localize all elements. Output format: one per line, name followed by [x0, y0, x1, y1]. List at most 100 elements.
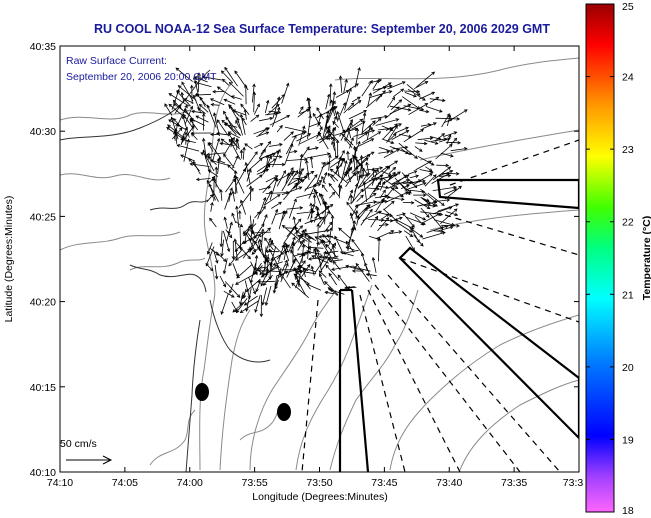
current-vector — [220, 189, 223, 201]
current-vector-head — [220, 138, 225, 142]
current-vector-head — [269, 116, 274, 121]
current-vector-head — [279, 142, 283, 147]
current-vector-head — [243, 232, 247, 237]
current-vector — [325, 94, 330, 110]
current-vector-head — [306, 97, 310, 102]
current-vector — [293, 250, 310, 257]
current-vector-head — [349, 189, 354, 194]
current-vector — [217, 86, 235, 100]
current-vector-head — [258, 248, 262, 253]
current-vector-head — [396, 148, 400, 153]
current-vector — [331, 265, 354, 270]
current-vector — [398, 142, 418, 159]
current-vector — [343, 102, 354, 114]
current-vector — [258, 149, 266, 159]
current-vector-head — [306, 146, 310, 150]
current-vector — [436, 226, 454, 232]
current-vector — [269, 178, 278, 201]
current-vector-head — [344, 137, 348, 142]
current-vector-head — [335, 165, 340, 170]
current-vector-head — [425, 109, 430, 114]
current-vector — [228, 192, 232, 202]
current-vector-head — [381, 197, 385, 202]
current-vector-head — [321, 175, 325, 180]
current-vector — [252, 265, 263, 275]
current-vector — [272, 149, 281, 168]
x-axis: 74:10 74:05 74:00 73:55 73:50 73:45 73:40 73:35… — [47, 46, 583, 489]
current-vector — [257, 197, 266, 220]
current-vector-head — [181, 135, 185, 140]
current-vector-head — [220, 70, 225, 75]
current-vector — [232, 109, 247, 116]
current-vector-head — [366, 153, 371, 158]
current-vector — [195, 93, 212, 96]
current-vector-head — [311, 209, 316, 214]
current-vector-head — [385, 223, 389, 227]
current-vector-head — [176, 88, 180, 93]
current-vector-head — [456, 117, 461, 121]
current-vector-head — [441, 133, 446, 137]
current-vector — [301, 264, 311, 277]
current-vector — [284, 242, 289, 253]
current-vector-head — [191, 124, 195, 129]
current-vector-head — [325, 243, 330, 248]
current-vector — [422, 204, 436, 207]
current-vector — [322, 115, 329, 138]
current-vector-head — [202, 149, 206, 154]
current-vector — [348, 128, 352, 139]
current-vector — [370, 115, 388, 120]
current-vector-head — [307, 245, 312, 250]
current-vector — [386, 187, 395, 196]
current-vector-head — [291, 240, 295, 245]
current-vector — [402, 212, 415, 228]
current-vector-head — [326, 129, 331, 134]
current-vector — [388, 133, 397, 142]
current-vector-head — [333, 115, 337, 120]
current-vector — [278, 210, 285, 230]
current-vector — [176, 105, 188, 126]
current-vector — [312, 113, 323, 130]
current-vector — [251, 245, 261, 255]
current-vector — [276, 125, 283, 133]
current-vector — [228, 248, 244, 266]
current-vector — [441, 224, 460, 227]
current-vector-head — [371, 129, 376, 133]
current-vector-head — [299, 206, 304, 210]
current-vector-head — [164, 103, 168, 108]
current-vector — [214, 264, 218, 279]
current-vector — [361, 131, 381, 144]
current-vector — [231, 95, 242, 100]
current-vector — [450, 138, 457, 146]
current-vector — [250, 262, 257, 283]
current-vector — [281, 186, 302, 196]
current-vector-head — [262, 205, 266, 210]
current-vector — [235, 120, 241, 129]
current-vector-head — [184, 104, 188, 109]
current-vector — [429, 136, 442, 140]
current-vector-head — [209, 142, 213, 146]
current-vector — [194, 76, 208, 83]
current-vector — [224, 99, 236, 105]
current-vector — [245, 232, 256, 253]
current-vector — [416, 201, 437, 207]
current-vector-head — [282, 169, 286, 174]
current-vector-head — [388, 84, 393, 88]
current-vector-head — [327, 287, 332, 291]
current-vector — [406, 189, 425, 193]
current-vector-head — [184, 126, 188, 131]
current-vector-head — [279, 124, 283, 129]
current-vector — [340, 76, 343, 93]
current-vector — [333, 138, 337, 159]
y-tick-label: 40:35 — [30, 41, 56, 53]
current-vector-head — [361, 167, 366, 172]
current-vector — [350, 195, 352, 205]
current-vector-head — [235, 137, 240, 142]
current-vector — [413, 81, 428, 90]
current-vector — [281, 260, 288, 272]
scale-label: 50 cm/s — [60, 438, 97, 450]
current-vector-head — [405, 184, 410, 188]
current-vector-head — [300, 168, 305, 172]
current-vector-head — [335, 139, 340, 143]
current-vector — [223, 258, 228, 274]
current-vector-head — [458, 185, 462, 190]
